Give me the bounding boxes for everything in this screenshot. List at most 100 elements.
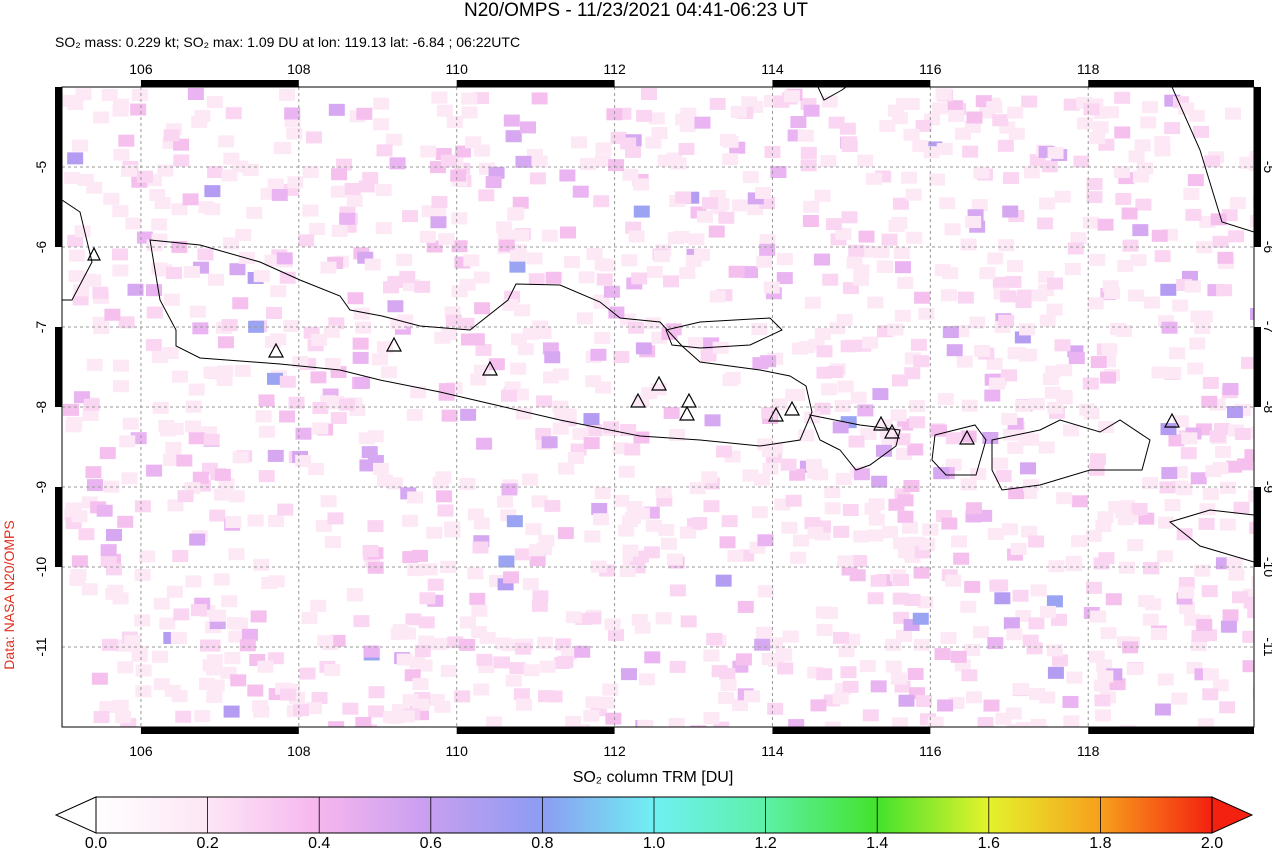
texture-cell [159, 617, 176, 630]
texture-cell [706, 632, 723, 645]
texture-cell [331, 168, 348, 181]
texture-cell [339, 212, 356, 225]
texture-cell [1241, 356, 1254, 369]
texture-cell [1184, 280, 1201, 293]
texture-cell [834, 400, 851, 413]
texture-cell [93, 111, 110, 124]
texture-cell [1086, 178, 1103, 191]
texture-cell [1021, 525, 1038, 538]
texture-cell [217, 336, 234, 349]
texture-cell [145, 284, 162, 297]
texture-cell [1068, 352, 1085, 365]
texture-cell [122, 417, 139, 430]
texture-cell [719, 536, 736, 549]
texture-cell [816, 345, 833, 358]
texture-cell [645, 519, 662, 532]
texture-cell [986, 357, 1003, 370]
texture-cell [253, 558, 270, 571]
texture-cell [364, 258, 381, 271]
texture-cell [716, 445, 733, 458]
texture-cell [405, 613, 422, 626]
texture-cell [134, 568, 151, 581]
texture-cell [897, 276, 914, 289]
texture-cell [669, 584, 686, 597]
texture-cell [579, 158, 596, 171]
texture-cell [1046, 303, 1063, 316]
texture-cell [673, 230, 690, 243]
texture-cell [604, 618, 621, 631]
texture-cell [1023, 479, 1040, 492]
colorbar-tick-label: 1.4 [866, 835, 888, 852]
texture-cell [264, 254, 281, 267]
texture-cell [459, 477, 476, 490]
texture-cell [175, 710, 192, 723]
texture-cell [190, 604, 207, 617]
texture-cell [86, 479, 103, 492]
texture-cell [572, 185, 589, 198]
texture-cell [1128, 289, 1145, 302]
texture-cell [1215, 445, 1232, 458]
texture-cell [940, 289, 957, 302]
axes: 106 106 108 108 110 110 112 112 114 114 116 116 118 1… [33, 61, 1272, 759]
texture-cell [613, 494, 630, 507]
texture-cell [1242, 660, 1254, 673]
frame-tick [55, 167, 62, 247]
texture-cell [646, 265, 663, 278]
coast-bali [809, 414, 901, 471]
texture-cell [358, 432, 375, 445]
texture-cell [516, 698, 533, 711]
texture-cell [67, 152, 84, 165]
y-tick-label: -11 [1261, 637, 1272, 656]
texture-cell [576, 312, 593, 325]
texture-cell [820, 155, 837, 168]
coast-lombok [931, 424, 987, 476]
texture-cell [312, 401, 329, 414]
colorbar-under [54, 796, 97, 834]
texture-cell [593, 195, 610, 208]
texture-cell [762, 462, 779, 475]
texture-cell [1179, 602, 1196, 615]
texture-cell [412, 678, 429, 691]
texture-cell [1228, 230, 1245, 243]
texture-cell [528, 544, 545, 557]
texture-cell [821, 95, 838, 108]
texture-cell [948, 109, 965, 122]
texture-cell [732, 199, 749, 212]
frame-tick [55, 327, 62, 407]
texture-cell [1002, 205, 1019, 218]
texture-cell [471, 604, 488, 617]
texture-cell [563, 255, 580, 268]
texture-cell [965, 215, 982, 228]
texture-cell [105, 563, 122, 576]
texture-cell [1087, 297, 1104, 310]
texture-cell [907, 668, 924, 681]
texture-cell [375, 184, 392, 197]
texture-cell [679, 266, 696, 279]
texture-cell [1039, 197, 1056, 210]
texture-cell [722, 153, 739, 166]
texture-cell [1178, 586, 1195, 599]
texture-cell [789, 389, 806, 402]
texture-cell [964, 580, 981, 593]
texture-cell [544, 351, 561, 364]
texture-cell [515, 407, 532, 420]
texture-cell [1003, 172, 1020, 185]
texture-cell [637, 719, 654, 727]
texture-cell [441, 409, 458, 422]
texture-cell [1154, 703, 1171, 716]
texture-cell [389, 157, 406, 170]
texture-cell [1063, 715, 1080, 727]
texture-cell [1082, 377, 1099, 390]
texture-cell [565, 715, 582, 727]
texture-cell [1249, 214, 1254, 227]
texture-cell [1251, 575, 1254, 588]
texture-cell [287, 176, 304, 189]
texture-cell [824, 502, 841, 515]
texture-cell [544, 499, 561, 512]
texture-cell [399, 271, 416, 284]
texture-cell [782, 630, 799, 643]
texture-cell [228, 548, 245, 561]
texture-cell [1082, 216, 1099, 229]
texture-cell [628, 321, 645, 334]
texture-cell [1138, 512, 1155, 525]
